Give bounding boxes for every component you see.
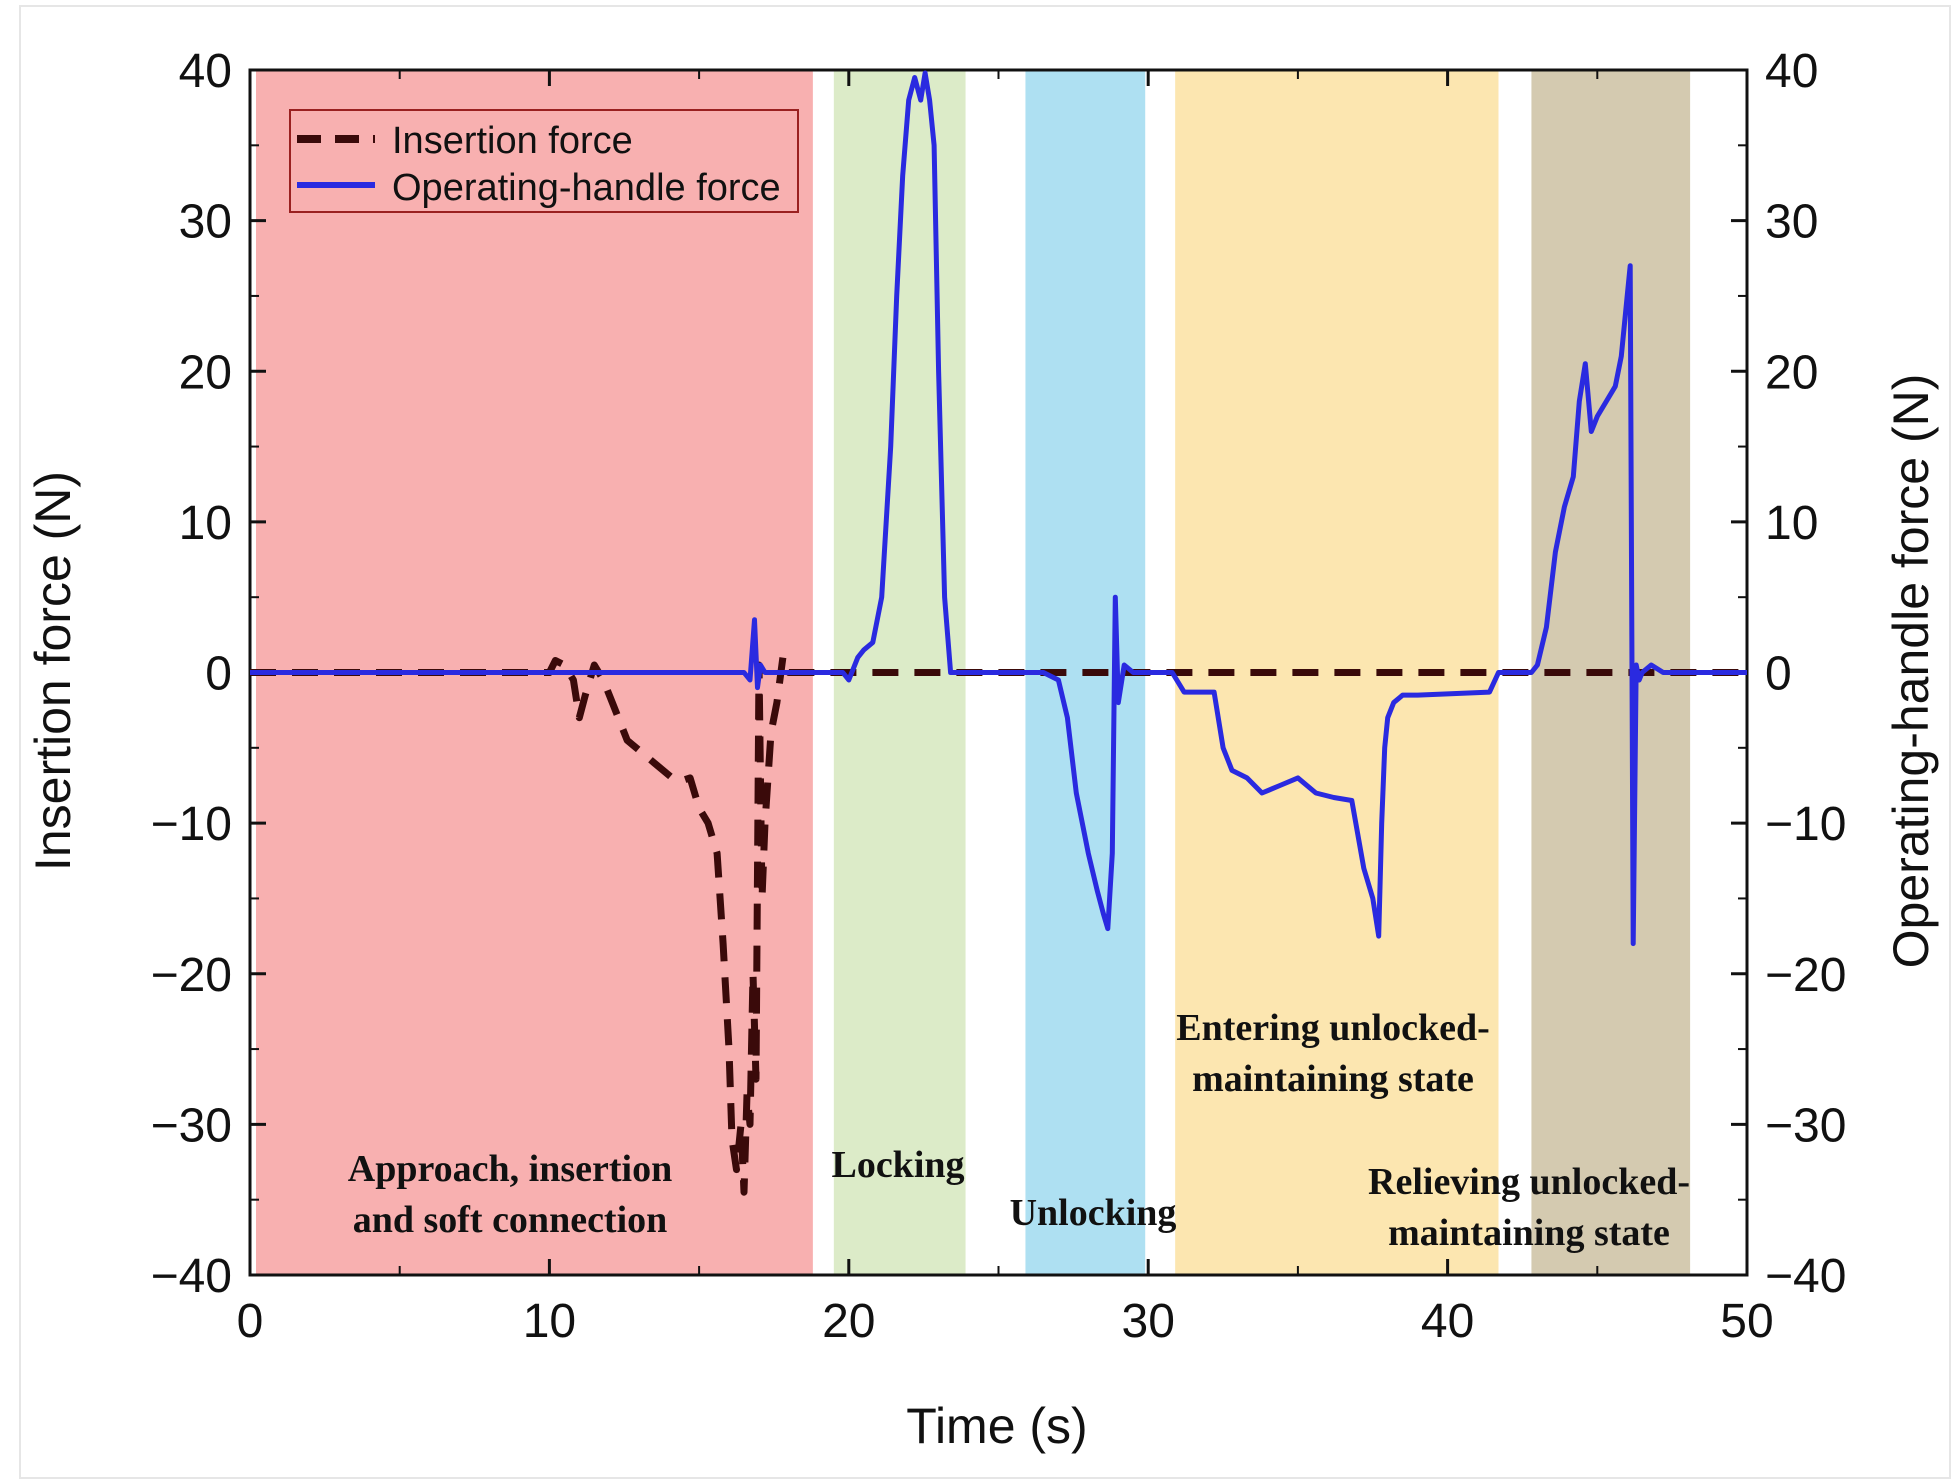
series-lines [250,70,1747,1196]
figure-frame [19,5,1951,1479]
phase-label-approach: and soft connection [353,1199,668,1241]
y-tick-label-right: 20 [1765,346,1818,399]
x-tick-label: 50 [1720,1295,1773,1348]
y-tick-label-left: 20 [179,346,232,399]
y-tick-label-right: −10 [1765,798,1846,851]
x-axis-label: Time (s) [906,1398,1087,1454]
y-tick-label-right: 10 [1765,497,1818,550]
y-tick-label-right: 0 [1765,648,1792,701]
y-axis-left-label: Insertion force (N) [25,471,81,871]
y-tick-label-left: 40 [179,45,232,98]
phase-label-unlocking: Unlocking [1010,1192,1177,1234]
x-tick-label: 40 [1421,1295,1474,1348]
phase-label-entering: Entering unlocked- [1176,1007,1490,1049]
phase-label-relieving: maintaining state [1388,1212,1670,1254]
phase-label-entering: maintaining state [1192,1058,1474,1100]
x-tick-label: 20 [822,1295,875,1348]
y-tick-label-left: 0 [205,648,232,701]
y-axis-right-label: Operating-handle force (N) [1883,374,1939,969]
phase-labels: Approach, insertion and soft connection Lo… [348,1007,1690,1254]
y-tick-label-left: −30 [151,1099,232,1152]
y-tick-label-right: −30 [1765,1099,1846,1152]
y-tick-label-left: −20 [151,949,232,1002]
y-tick-label-left: 10 [179,497,232,550]
series-line-operating-handle-force [250,70,1747,947]
y-tick-label-right: 40 [1765,45,1818,98]
phase-label-locking: Locking [831,1144,964,1186]
phase-label-approach: Approach, insertion [348,1148,672,1190]
y-tick-label-left: 30 [179,196,232,249]
y-tick-label-left: −40 [151,1250,232,1303]
x-tick-label: 30 [1122,1295,1175,1348]
y-tick-label-right: 30 [1765,196,1818,249]
legend-label-operating-handle-force: Operating-handle force [392,167,781,209]
legend-box [289,109,799,213]
axes: 0 10 20 30 40 50−40 −40−30 −30−20 −20−10 −100 010 1… [151,45,1847,1348]
legend-label-insertion-force: Insertion force [392,120,633,162]
y-tick-label-left: −10 [151,798,232,851]
y-tick-label-right: −20 [1765,949,1846,1002]
legend: Insertion force Operating-handle force [289,109,799,213]
series-line-insertion-force [250,653,1747,1196]
phase-label-relieving: Relieving unlocked- [1368,1161,1690,1203]
y-tick-label-right: −40 [1765,1250,1846,1303]
x-tick-label: 10 [523,1295,576,1348]
x-tick-label: 0 [237,1295,264,1348]
